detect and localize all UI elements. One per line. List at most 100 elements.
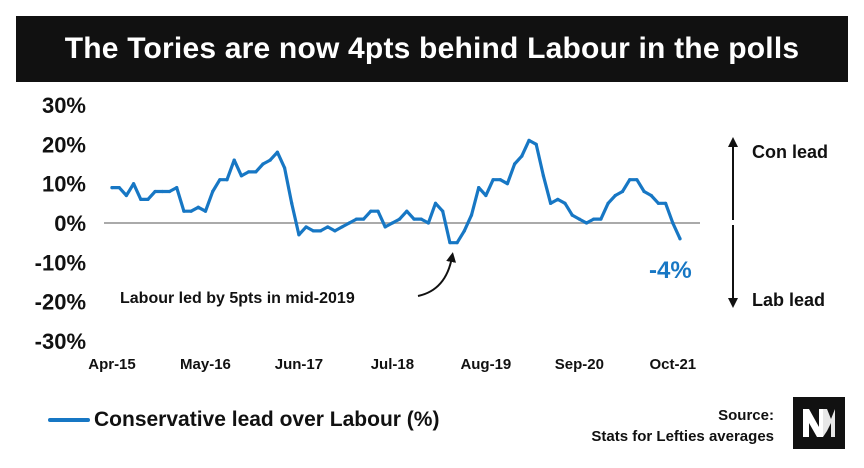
- data-point: [577, 217, 581, 221]
- data-point: [239, 174, 244, 178]
- data-point: [405, 209, 409, 213]
- con-lead-label: Con lead: [752, 142, 828, 162]
- data-point: [664, 201, 668, 205]
- data-points: [110, 138, 682, 245]
- data-point: [520, 154, 524, 158]
- source-line-1: Source:: [718, 407, 774, 424]
- data-point: [628, 178, 632, 182]
- data-point: [189, 209, 193, 213]
- data-point: [211, 189, 215, 194]
- source-note: Source: Stats for Lefties averages: [591, 405, 774, 447]
- x-tick-label: Apr-15: [88, 356, 136, 373]
- data-point: [541, 174, 545, 178]
- data-point: [297, 233, 301, 237]
- data-point: [390, 221, 395, 225]
- data-point: [282, 166, 287, 170]
- data-point: [433, 201, 438, 205]
- legend-swatch: [48, 418, 90, 422]
- data-point: [203, 209, 208, 213]
- data-point: [635, 178, 639, 182]
- legend: Conservative lead over Labour (%): [48, 408, 439, 432]
- title-bar: The Tories are now 4pts behind Labour in…: [16, 16, 848, 82]
- legend-label: Conservative lead over Labour (%): [94, 408, 440, 431]
- data-point: [649, 193, 653, 198]
- y-axis: 30% 20% 10% 0% -10% -20% -30%: [35, 93, 86, 354]
- data-point: [570, 213, 574, 217]
- data-point: [362, 217, 366, 221]
- y-tick-label: 30%: [42, 93, 86, 118]
- data-point: [304, 225, 308, 229]
- data-point: [469, 213, 474, 217]
- data-point: [383, 225, 387, 229]
- data-point: [139, 197, 143, 201]
- data-point: [225, 178, 229, 182]
- y-tick-label: 20%: [42, 132, 86, 157]
- data-point: [477, 186, 481, 190]
- lab-lead-label: Lab lead: [752, 290, 825, 310]
- data-point: [606, 201, 610, 205]
- data-point: [441, 209, 445, 213]
- data-point: [117, 186, 121, 190]
- data-point: [318, 229, 323, 233]
- data-point: [340, 225, 344, 229]
- x-tick-label: Aug-19: [460, 356, 511, 373]
- data-point: [505, 182, 510, 186]
- data-point: [462, 229, 466, 233]
- data-point: [592, 217, 596, 221]
- y-tick-label: -30%: [35, 329, 86, 354]
- data-point: [412, 217, 416, 221]
- data-point: [527, 138, 531, 142]
- data-point: [620, 189, 625, 194]
- data-point: [599, 217, 603, 221]
- last-value-label: -4%: [649, 257, 692, 284]
- y-tick-label: -10%: [35, 250, 86, 275]
- data-point: [369, 209, 373, 213]
- chart-title: The Tories are now 4pts behind Labour in…: [64, 32, 800, 65]
- data-point: [124, 193, 128, 198]
- data-point: [153, 189, 157, 194]
- data-point: [397, 217, 402, 221]
- annotation-arrow: [417, 252, 457, 297]
- y-tick-label: 10%: [42, 172, 86, 197]
- data-point: [254, 170, 258, 174]
- data-point: [671, 221, 675, 225]
- data-point: [642, 189, 646, 194]
- data-point: [376, 209, 380, 213]
- annotation-low-point: Labour led by 5pts in mid-2019: [120, 290, 355, 307]
- data-point: [513, 162, 517, 166]
- data-point: [167, 189, 172, 194]
- x-tick-label: Oct-21: [649, 356, 696, 373]
- data-point: [110, 186, 114, 190]
- data-point: [455, 241, 459, 245]
- data-point: [563, 201, 567, 205]
- data-point: [354, 217, 359, 221]
- data-point: [484, 193, 488, 198]
- x-axis: Apr-15 May-16 Jun-17 Jul-18 Aug-19 Sep-20 Oct-…: [88, 356, 696, 373]
- nm-monogram-icon: [793, 397, 845, 449]
- data-point: [556, 197, 560, 201]
- y-tick-label: -20%: [35, 290, 86, 315]
- x-tick-label: Jun-17: [275, 356, 323, 373]
- data-point: [175, 186, 179, 190]
- x-tick-label: Sep-20: [555, 356, 604, 373]
- y-tick-label: 0%: [54, 211, 86, 236]
- data-point: [268, 158, 272, 162]
- data-point: [160, 189, 164, 194]
- data-point: [146, 197, 150, 201]
- data-point: [218, 178, 222, 182]
- data-point: [261, 162, 265, 166]
- data-point: [182, 209, 186, 213]
- data-point: [290, 201, 294, 205]
- source-line-2: Stats for Lefties averages: [591, 428, 774, 445]
- data-point: [131, 182, 136, 186]
- x-tick-label: Jul-18: [371, 356, 414, 373]
- x-tick-label: May-16: [180, 356, 231, 373]
- data-point: [498, 178, 502, 182]
- data-point: [232, 158, 236, 162]
- data-point: [548, 201, 553, 205]
- data-point: [426, 221, 430, 225]
- data-point: [678, 237, 682, 241]
- data-point: [448, 241, 452, 245]
- data-point: [347, 221, 351, 225]
